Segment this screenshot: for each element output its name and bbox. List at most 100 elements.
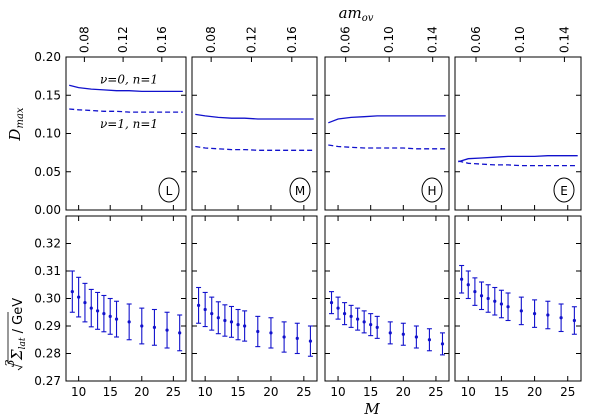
x-tick-label: 15 [494,385,509,399]
panel-frames [65,56,582,382]
x-tick-label: 10 [330,385,345,399]
data-point [243,324,247,328]
data-point [375,325,379,329]
data-point [236,323,240,327]
y-tick-label: 0.28 [34,347,61,361]
top-x-tick-label: 0.14 [557,26,571,53]
y-tick-label: 0.32 [34,237,61,251]
series-line-solid [458,155,578,163]
top-x-tick-label: 0.16 [285,26,299,53]
data-point [269,331,273,335]
top-x-tick-label: 0.10 [382,26,396,53]
data-point [486,296,490,301]
x-tick-label: 25 [428,385,443,399]
panel-frame-bottom-E [454,215,582,382]
data-point [493,299,497,303]
data-point [499,302,504,306]
top-x-tick-label: 0.16 [155,26,169,53]
x-tick-label: 25 [296,385,311,399]
data-point [70,290,74,294]
data-point [336,306,340,310]
data-point [349,314,353,318]
top-x-tick-label: 0.14 [426,26,440,53]
data-point [506,305,510,309]
data-point [127,320,131,324]
data-point [256,329,260,334]
x-tick-label: 25 [166,385,181,399]
data-point [532,312,537,316]
y-tick-label: 0.27 [34,374,61,388]
data-point [178,331,182,335]
series-line-dashed [69,108,183,113]
data-point [203,307,207,312]
x-tick-label: 15 [230,385,245,399]
data-point [559,316,563,320]
series-label: ν=0, n=1 [100,72,158,86]
panel-frame-bottom-M [191,215,318,382]
data-point [546,313,550,317]
data-point [152,325,157,329]
data-point [342,312,347,316]
top-x-tick-label: 0.06 [469,26,483,53]
panel-frame-bottom-H [324,215,450,382]
svg-text:3: 3 [3,359,17,367]
x-tick-label: 20 [134,385,149,399]
series-label: ν=1, n=1 [100,117,158,131]
panel-frame-bottom-L [65,215,187,382]
data-point [102,312,106,316]
series-line-solid [69,84,183,93]
data-point [356,317,360,321]
panel-badge-label: H [427,184,436,198]
svg-text:Σlat / GeV: Σlat / GeV [8,298,28,361]
data-point [473,290,477,294]
data-point [216,316,220,320]
data-point [572,318,576,323]
panel-badge [289,177,311,203]
data-point [77,295,81,299]
data-point [440,342,445,346]
data-point [89,306,93,310]
data-point [140,324,144,328]
top-x-tick-label: 0.10 [513,26,527,53]
data-point [308,339,313,343]
y-tick-label: 0.15 [34,88,61,102]
data-point [519,309,523,313]
axis-text: 0.00 0.05 0.10 0.15 0.20 0.08 0.12 0.16 ν=0, n=1… [34,26,575,399]
data-point [210,312,214,316]
data-point [165,328,169,332]
top-axis-title: amov [339,4,374,24]
x-tick-label: 25 [560,385,575,399]
data-point [388,331,392,335]
panel-badge-label: E [560,184,568,198]
top-x-tick-label: 0.12 [116,26,130,53]
y-tick-label: 0.00 [34,203,61,217]
x-tick-label: 10 [198,385,213,399]
data-point [414,335,418,339]
y-tick-label: 0.20 [34,50,61,64]
data-point [229,320,234,324]
data-point [196,303,201,307]
panel-badge [421,177,443,203]
data-point [95,309,100,313]
data-point [460,277,464,281]
top-x-tick-label: 0.06 [339,26,353,53]
x-tick-label: 20 [263,385,278,399]
y-tick-label: 0.10 [34,127,61,141]
series-line-dashed [328,144,446,150]
top-row-ylabel: Dmax [6,107,26,141]
bottom-axis-title: M [363,400,380,418]
series-line-solid [328,115,446,124]
series-line-dashed [195,145,314,151]
panel-badge-label: L [166,184,173,198]
panel-badge [553,177,575,203]
y-tick-label: 0.29 [34,319,61,333]
series-line-solid [195,113,314,120]
panel-badge-label: M [295,184,305,198]
data-point [466,283,470,287]
x-tick-label: 15 [363,385,378,399]
data-point [83,301,87,305]
y-tick-label: 0.05 [34,165,61,179]
x-tick-label: 10 [71,385,86,399]
top-x-tick-label: 0.08 [77,26,91,53]
